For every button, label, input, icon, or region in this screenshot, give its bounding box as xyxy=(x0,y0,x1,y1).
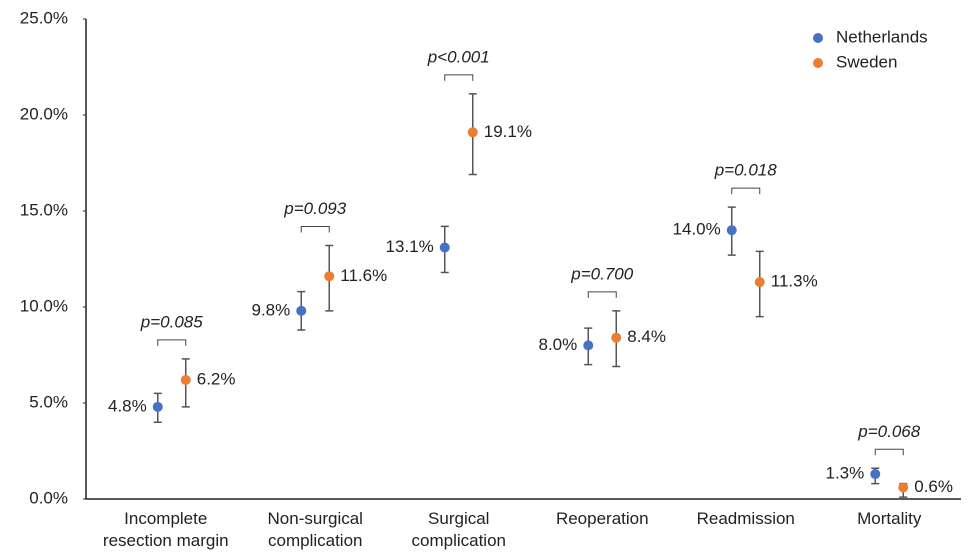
dot xyxy=(296,305,307,316)
y-tick-label: 20.0% xyxy=(20,104,68,123)
y-tick-label: 25.0% xyxy=(20,8,68,27)
y-tick-label: 5.0% xyxy=(29,392,68,411)
dot xyxy=(152,401,163,412)
value-label: 8.4% xyxy=(627,327,666,346)
bracket xyxy=(731,187,761,195)
value-label: 14.0% xyxy=(673,220,721,239)
y-tick-label: 15.0% xyxy=(20,200,68,219)
value-label: 1.3% xyxy=(826,464,865,483)
p-value: p=0.085 xyxy=(140,312,203,331)
x-tick-label: Reoperation xyxy=(555,509,649,528)
legend-label: Netherlands xyxy=(836,27,928,46)
x-tick-label: Non-surgical complication xyxy=(267,509,363,550)
bracket xyxy=(444,74,474,81)
dot xyxy=(754,277,765,288)
dot xyxy=(870,469,881,480)
dot xyxy=(180,374,191,385)
value-label: 19.1% xyxy=(484,122,532,141)
value-label: 4.8% xyxy=(108,396,147,415)
dot xyxy=(439,242,450,253)
dot xyxy=(611,332,622,343)
dot xyxy=(898,482,909,493)
value-label: 9.8% xyxy=(252,300,291,319)
value-label: 6.2% xyxy=(197,369,236,388)
dot xyxy=(324,271,335,282)
legend-marker xyxy=(813,58,823,68)
p-value: p<0.001 xyxy=(427,47,490,66)
p-value: p=0.700 xyxy=(570,264,633,283)
value-label: 8.0% xyxy=(539,335,578,354)
p-value: p=0.068 xyxy=(857,422,920,441)
bracket xyxy=(157,339,187,346)
bracket xyxy=(587,291,617,298)
value-label: 0.6% xyxy=(914,477,953,496)
value-label: 13.1% xyxy=(386,237,434,256)
p-value: p=0.093 xyxy=(283,199,346,218)
legend-label: Sweden xyxy=(836,52,897,71)
value-label: 11.3% xyxy=(771,272,818,291)
x-tick-label: Incomplete resection margin xyxy=(102,509,229,550)
bracket xyxy=(874,448,904,456)
y-tick-label: 0.0% xyxy=(29,488,68,507)
x-tick-label: Readmission xyxy=(696,509,795,528)
dot xyxy=(726,225,737,236)
p-value: p=0.018 xyxy=(714,161,777,180)
x-tick-label: Mortality xyxy=(857,509,922,528)
dot xyxy=(467,127,478,138)
legend-marker xyxy=(813,33,823,43)
bracket xyxy=(300,226,330,233)
x-tick-label: Surgical complication xyxy=(411,509,507,550)
y-tick-label: 10.0% xyxy=(20,296,68,315)
dot xyxy=(583,340,594,351)
value-label: 11.6% xyxy=(340,266,387,285)
